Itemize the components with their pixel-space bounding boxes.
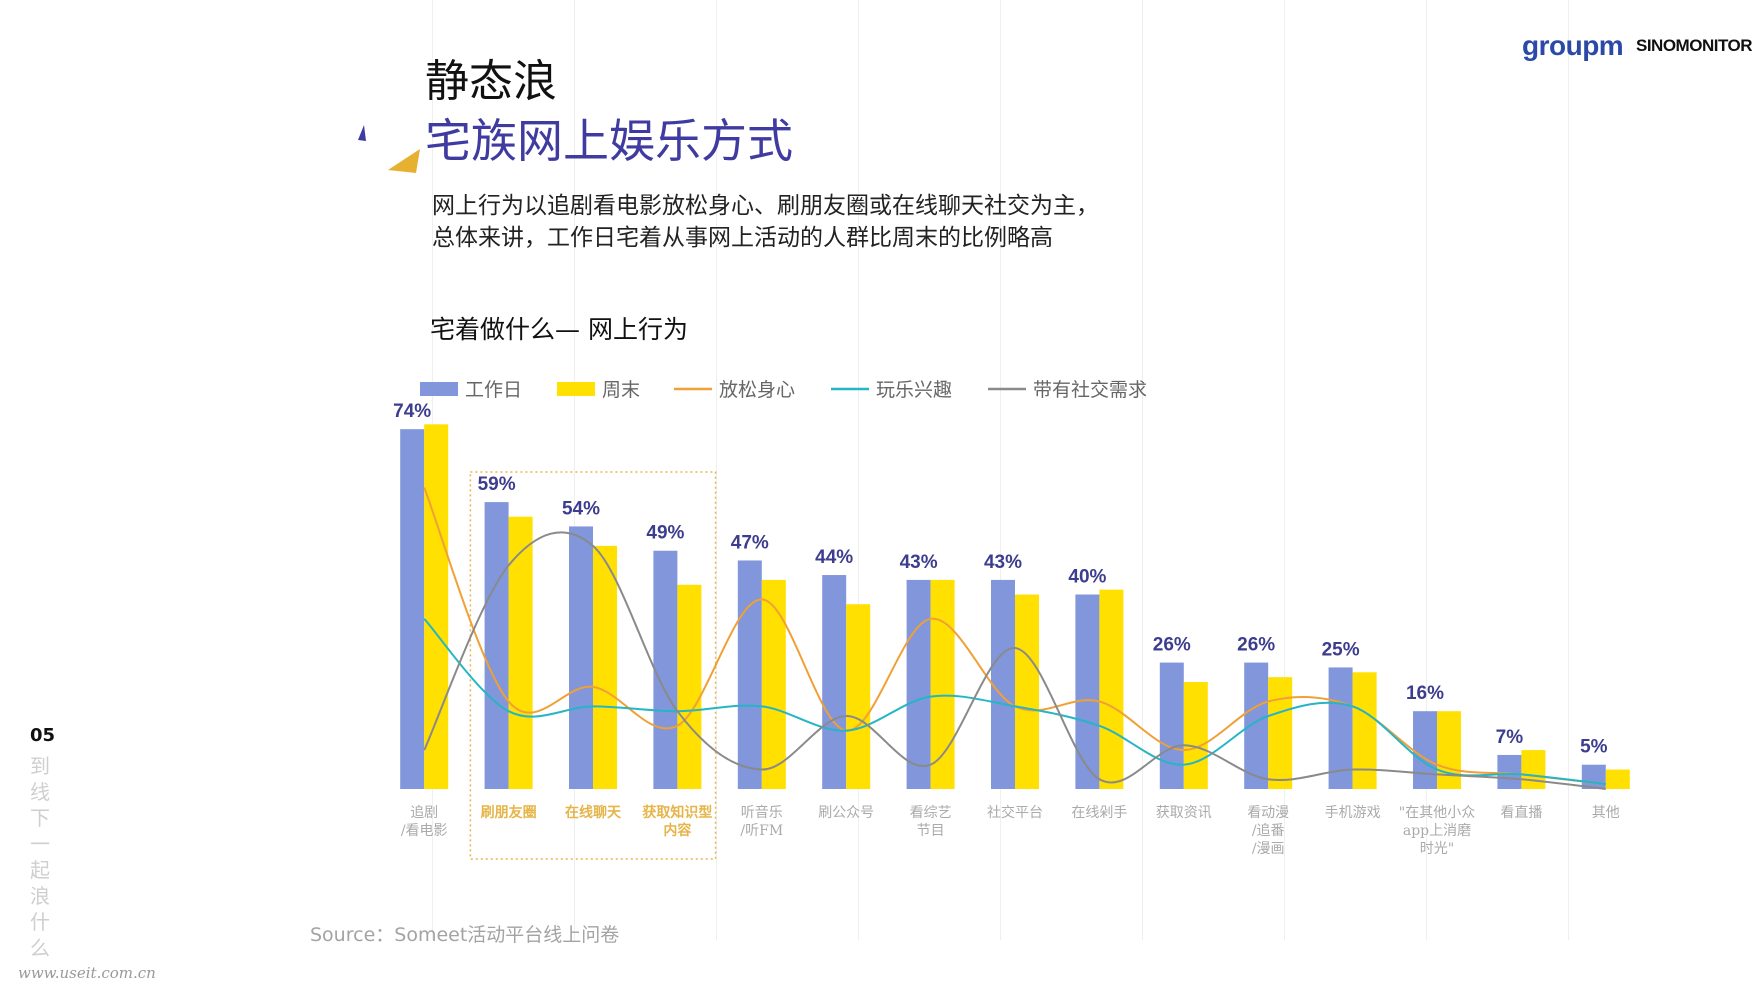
chart-legend: 工作日 周末 放松身心 玩乐兴趣 带有社交需求 (420, 379, 1147, 401)
grid-line (574, 0, 575, 940)
data-label: 25% (1322, 639, 1360, 660)
bar-workday (1413, 711, 1437, 789)
bar-workday (737, 560, 762, 789)
legend-label: 玩乐兴趣 (876, 379, 952, 401)
page-subtitle: 宅族网上娱乐方式 (425, 114, 793, 168)
grid-line (1142, 0, 1143, 940)
x-tick-label: 刷公众号 (818, 805, 874, 821)
legend-swatch-weekend (557, 382, 595, 396)
data-label: 74% (393, 401, 431, 422)
x-tick-label: /看电影 (401, 823, 448, 839)
grid-line (858, 0, 859, 940)
description-text: 网上行为以追剧看电影放松身心、刷朋友圈或在线聊天社交为主，总体来讲，工作日宅着从… (432, 193, 1099, 251)
bar-weekend (424, 424, 449, 789)
bar-weekend (761, 579, 786, 789)
x-tick-label: /漫画 (1252, 841, 1285, 857)
legend-label: 工作日 (465, 379, 522, 401)
x-tick-label: 其他 (1592, 805, 1620, 821)
x-tick-label: /追番 (1252, 823, 1285, 839)
data-label: 43% (900, 552, 938, 573)
data-label: 47% (731, 532, 769, 553)
x-tick-label: "在其他小众 (1399, 805, 1475, 821)
bar-workday (906, 579, 931, 789)
grid-line (716, 0, 717, 940)
bar-workday (1497, 754, 1522, 789)
watermark: www.useit.com.cn (18, 964, 156, 982)
bar-weekend (593, 545, 617, 789)
bar-weekend (1352, 672, 1377, 789)
x-tick-label: /听FM (740, 823, 783, 839)
sinomonitor-logo: SINOMONITOR (1636, 36, 1753, 55)
bar-workday (822, 575, 847, 789)
bar-weekend (1015, 594, 1039, 789)
x-tick-label: app上消磨 (1403, 823, 1471, 839)
legend-label: 放松身心 (719, 379, 795, 401)
page-number: 05 (30, 725, 56, 746)
bar-weekend (508, 516, 533, 789)
bar-workday (1075, 594, 1100, 789)
bar-workday (484, 502, 509, 789)
x-tick-label: 内容 (663, 822, 691, 839)
page-title: 静态浪 (425, 56, 557, 107)
bar-workday (1581, 764, 1606, 789)
legend-swatch-workday (420, 382, 458, 396)
bar-weekend (1268, 677, 1293, 789)
bar-weekend (1437, 711, 1461, 789)
x-tick-label: 刷朋友圈 (481, 804, 537, 821)
bar-workday (1328, 667, 1353, 789)
x-tick-label: 在线聊天 (565, 804, 622, 821)
bar-weekend (930, 579, 955, 789)
data-label: 5% (1580, 737, 1608, 758)
decorative-triangles (358, 125, 420, 173)
x-tick-label: 时光" (1420, 841, 1454, 857)
data-label: 43% (984, 552, 1022, 573)
data-label: 26% (1237, 635, 1275, 656)
x-tick-label: 看动漫 (1247, 805, 1289, 821)
x-tick-label: 社交平台 (987, 804, 1043, 821)
legend-label: 带有社交需求 (1033, 379, 1147, 401)
line-series-1 (423, 618, 1606, 786)
x-tick-label: 在线剁手 (1071, 805, 1127, 821)
x-tick-label: 节目 (917, 823, 945, 839)
line-series-2 (423, 531, 1606, 790)
bar-weekend (1521, 750, 1546, 789)
bar-weekend (1605, 769, 1630, 789)
data-label: 49% (646, 523, 684, 544)
bar-workday (991, 579, 1015, 789)
chart-heading: 宅着做什么— 网上行为 (430, 315, 688, 344)
side-vertical-text: 到线下一起浪什么 (30, 754, 50, 960)
grid-line (1568, 0, 1569, 940)
grid-line (1426, 0, 1427, 940)
source-note: Source：Someet活动平台线上问卷 (310, 924, 620, 946)
data-label: 59% (478, 474, 516, 495)
groupm-logo: groupm (1522, 30, 1624, 61)
x-tick-label: 听音乐 (741, 804, 783, 821)
grid-line (1000, 0, 1001, 940)
x-tick-label: 获取资讯 (1156, 805, 1212, 821)
bar-workday (653, 550, 678, 789)
bar-workday (1159, 662, 1184, 789)
bar-weekend (677, 584, 702, 789)
x-tick-label: 手机游戏 (1325, 805, 1381, 821)
x-tick-label: 追剧 (410, 805, 438, 821)
x-tick-label: 看综艺 (910, 805, 952, 821)
bar-weekend (846, 604, 871, 789)
legend-label: 周末 (602, 379, 640, 401)
bar-weekend (1183, 682, 1208, 789)
data-label: 54% (562, 498, 600, 519)
data-label: 40% (1068, 567, 1106, 588)
bar-weekend (1099, 589, 1124, 789)
bar-workday (569, 526, 593, 789)
highlight-box (469, 471, 717, 860)
data-label: 16% (1406, 683, 1444, 704)
bar-workday (400, 429, 425, 789)
x-tick-label: 获取知识型 (642, 804, 712, 821)
grid-line (1284, 0, 1285, 940)
data-label: 44% (815, 547, 853, 568)
data-label: 26% (1153, 635, 1191, 656)
x-tick-label: 看直播 (1500, 804, 1542, 821)
bar-workday (1244, 662, 1269, 789)
data-label: 7% (1496, 727, 1524, 748)
